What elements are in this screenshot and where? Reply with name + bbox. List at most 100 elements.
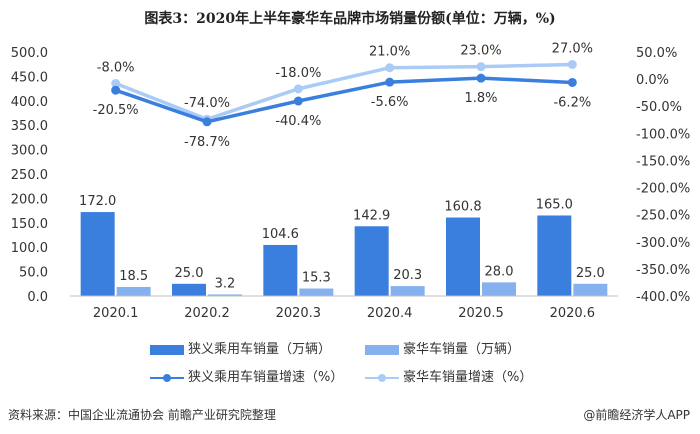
bar bbox=[116, 286, 151, 296]
left-tick-label: 500.0 bbox=[11, 46, 48, 61]
bar-value-label: 28.0 bbox=[485, 264, 514, 279]
line-value-label: 1.8% bbox=[464, 91, 497, 106]
line-value-label: -78.7% bbox=[184, 135, 230, 150]
category-label: 2020.1 bbox=[93, 306, 139, 321]
line-value-label: -74.0% bbox=[184, 96, 230, 111]
line-point bbox=[567, 77, 577, 87]
line-value-label: 23.0% bbox=[460, 44, 501, 59]
bar-value-label: 104.6 bbox=[262, 227, 299, 242]
bar bbox=[482, 282, 516, 296]
chart-title: 图表3：2020年上半年豪华车品牌市场销量份额(单位：万辆，%) bbox=[144, 11, 556, 27]
right-axis: -400.0% -350.0% -300.0% -250.0% -200.0% -150.… bbox=[636, 46, 690, 305]
category-label: 2020.3 bbox=[276, 306, 322, 321]
line-point bbox=[202, 117, 212, 127]
bars bbox=[80, 212, 608, 296]
bar-value-label: 160.8 bbox=[444, 200, 481, 215]
left-tick-label: 250.0 bbox=[11, 168, 48, 183]
legend-label: 狭义乘用车销量增速（%） bbox=[188, 370, 344, 385]
bar bbox=[573, 283, 608, 296]
line-value-label: -18.0% bbox=[275, 66, 321, 81]
right-tick-label: -50.0% bbox=[636, 100, 682, 115]
line-value-label: -40.4% bbox=[275, 114, 321, 129]
legend-item-luxury-sales: 豪华车销量（万辆） bbox=[365, 338, 520, 357]
left-tick-label: 200.0 bbox=[11, 192, 48, 207]
line-value-label: -8.0% bbox=[97, 60, 135, 75]
bar-value-label: 25.0 bbox=[576, 266, 605, 281]
line-point bbox=[476, 73, 486, 83]
bar bbox=[299, 288, 334, 296]
left-tick-label: 100.0 bbox=[11, 241, 48, 256]
bar-value-label: 165.0 bbox=[536, 197, 573, 212]
bar-value-label: 15.3 bbox=[302, 271, 331, 286]
left-tick-label: 400.0 bbox=[11, 95, 48, 110]
left-tick-label: 450.0 bbox=[11, 70, 48, 85]
right-tick-label: -200.0% bbox=[636, 182, 690, 197]
right-tick-label: -350.0% bbox=[636, 263, 690, 278]
legend: 狭义乘用车销量（万辆） 豪华车销量（万辆） 狭义乘用车销量增速（%） 豪华车销量… bbox=[150, 338, 570, 388]
bar-labels: 172.0 25.0 104.6 142.9 160.8 165.0 18.5 3.2 15.3… bbox=[79, 194, 605, 291]
bar bbox=[354, 226, 389, 296]
right-tick-label: -150.0% bbox=[636, 154, 690, 169]
line-point bbox=[111, 85, 121, 95]
line-value-label: -6.2% bbox=[553, 95, 591, 110]
bar-value-label: 25.0 bbox=[175, 266, 204, 281]
bar-value-label: 172.0 bbox=[79, 194, 116, 209]
legend-line-marker bbox=[365, 373, 399, 383]
bar-value-label: 142.9 bbox=[353, 208, 390, 223]
source-note: 资料来源：中国企业流通协会 前瞻产业研究院整理 bbox=[8, 408, 276, 422]
line-value-label: -20.5% bbox=[93, 103, 139, 118]
series-line bbox=[115, 76, 573, 124]
category-label: 2020.5 bbox=[458, 306, 504, 321]
bar bbox=[172, 283, 206, 296]
bar bbox=[263, 244, 298, 296]
bar-value-label: 18.5 bbox=[119, 269, 148, 284]
line-point bbox=[111, 78, 121, 88]
bar bbox=[208, 294, 242, 296]
line-point bbox=[567, 59, 577, 69]
line-point bbox=[293, 84, 303, 94]
legend-swatch bbox=[365, 344, 399, 355]
series-line bbox=[115, 62, 573, 122]
bar-value-label: 3.2 bbox=[215, 276, 236, 291]
bar-value-label: 20.3 bbox=[393, 268, 422, 283]
brand-credit: @前瞻经济学人APP bbox=[583, 408, 690, 422]
legend-label: 豪华车销量增速（%） bbox=[403, 370, 533, 385]
line-value-label: 27.0% bbox=[552, 41, 593, 56]
line-value-label: -5.6% bbox=[371, 95, 409, 110]
left-axis: 0.0 50.0 100.0 150.0 200.0 250.0 300.0 350.0 400… bbox=[11, 46, 48, 305]
category-label: 2020.6 bbox=[550, 306, 596, 321]
bar bbox=[537, 215, 572, 296]
left-tick-label: 0.0 bbox=[27, 290, 48, 305]
legend-item-passenger-growth: 狭义乘用车销量增速（%） bbox=[150, 366, 343, 385]
bar bbox=[446, 217, 480, 296]
right-tick-label: -100.0% bbox=[636, 127, 690, 142]
right-tick-label: 0.0% bbox=[636, 73, 669, 88]
bar bbox=[390, 286, 425, 296]
legend-swatch bbox=[150, 344, 184, 355]
line-value-label: 21.0% bbox=[369, 45, 410, 60]
category-label: 2020.4 bbox=[367, 306, 413, 321]
bar bbox=[80, 212, 115, 296]
right-tick-label: 50.0% bbox=[636, 46, 677, 61]
legend-label: 豪华车销量（万辆） bbox=[403, 342, 521, 357]
x-axis: 2020.1 2020.2 2020.3 2020.4 2020.5 2020.6 bbox=[70, 295, 618, 321]
legend-item-luxury-growth: 豪华车销量增速（%） bbox=[365, 366, 532, 385]
line-point bbox=[385, 63, 395, 73]
line-point bbox=[385, 77, 395, 87]
right-tick-label: -300.0% bbox=[636, 236, 690, 251]
left-tick-label: 50.0 bbox=[19, 266, 48, 281]
left-tick-label: 300.0 bbox=[11, 144, 48, 159]
line-labels: -8.0% -74.0% -18.0% 21.0% 23.0% 27.0% -20.5% -7… bbox=[93, 41, 593, 149]
legend-label: 狭义乘用车销量（万辆） bbox=[188, 342, 332, 357]
legend-item-passenger-sales: 狭义乘用车销量（万辆） bbox=[150, 338, 331, 357]
line-point bbox=[476, 62, 486, 72]
left-tick-label: 150.0 bbox=[11, 217, 48, 232]
line-point bbox=[293, 96, 303, 106]
legend-line-marker bbox=[150, 373, 184, 383]
category-label: 2020.2 bbox=[184, 306, 230, 321]
lines bbox=[111, 59, 577, 127]
right-tick-label: -400.0% bbox=[636, 290, 690, 305]
right-tick-label: -250.0% bbox=[636, 209, 690, 224]
left-tick-label: 350.0 bbox=[11, 119, 48, 134]
